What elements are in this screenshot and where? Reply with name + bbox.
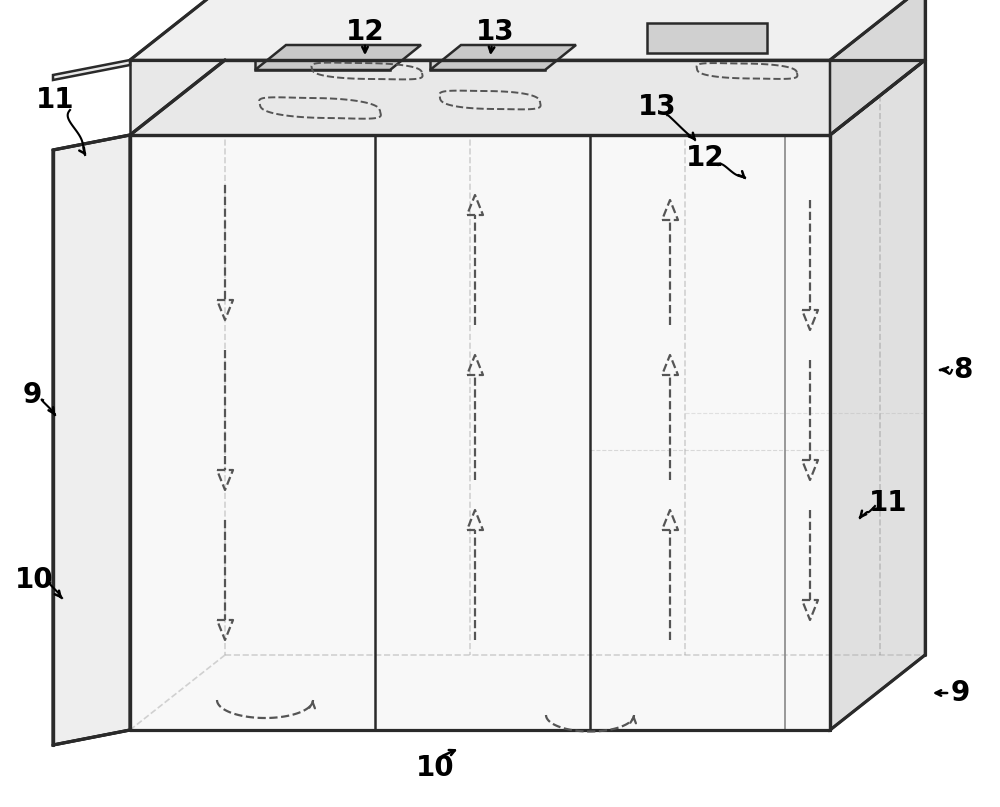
Polygon shape	[830, 0, 925, 135]
Polygon shape	[130, 0, 925, 60]
Polygon shape	[53, 60, 130, 80]
Text: 10: 10	[416, 754, 454, 782]
Text: 9: 9	[950, 679, 970, 707]
Text: 11: 11	[36, 86, 74, 114]
Text: 10: 10	[15, 566, 53, 594]
Text: 12: 12	[346, 18, 384, 46]
Text: 9: 9	[22, 381, 42, 409]
Polygon shape	[430, 60, 545, 70]
Text: 13: 13	[638, 93, 676, 121]
Text: 12: 12	[686, 144, 724, 172]
Polygon shape	[53, 135, 130, 745]
Polygon shape	[255, 45, 421, 70]
Text: 8: 8	[953, 356, 973, 384]
Polygon shape	[647, 23, 767, 53]
Polygon shape	[130, 60, 830, 135]
Polygon shape	[130, 135, 830, 730]
Polygon shape	[255, 60, 390, 70]
Text: 13: 13	[476, 18, 514, 46]
Text: 11: 11	[869, 489, 907, 517]
Polygon shape	[830, 60, 925, 730]
Polygon shape	[430, 45, 576, 70]
Polygon shape	[130, 60, 925, 135]
